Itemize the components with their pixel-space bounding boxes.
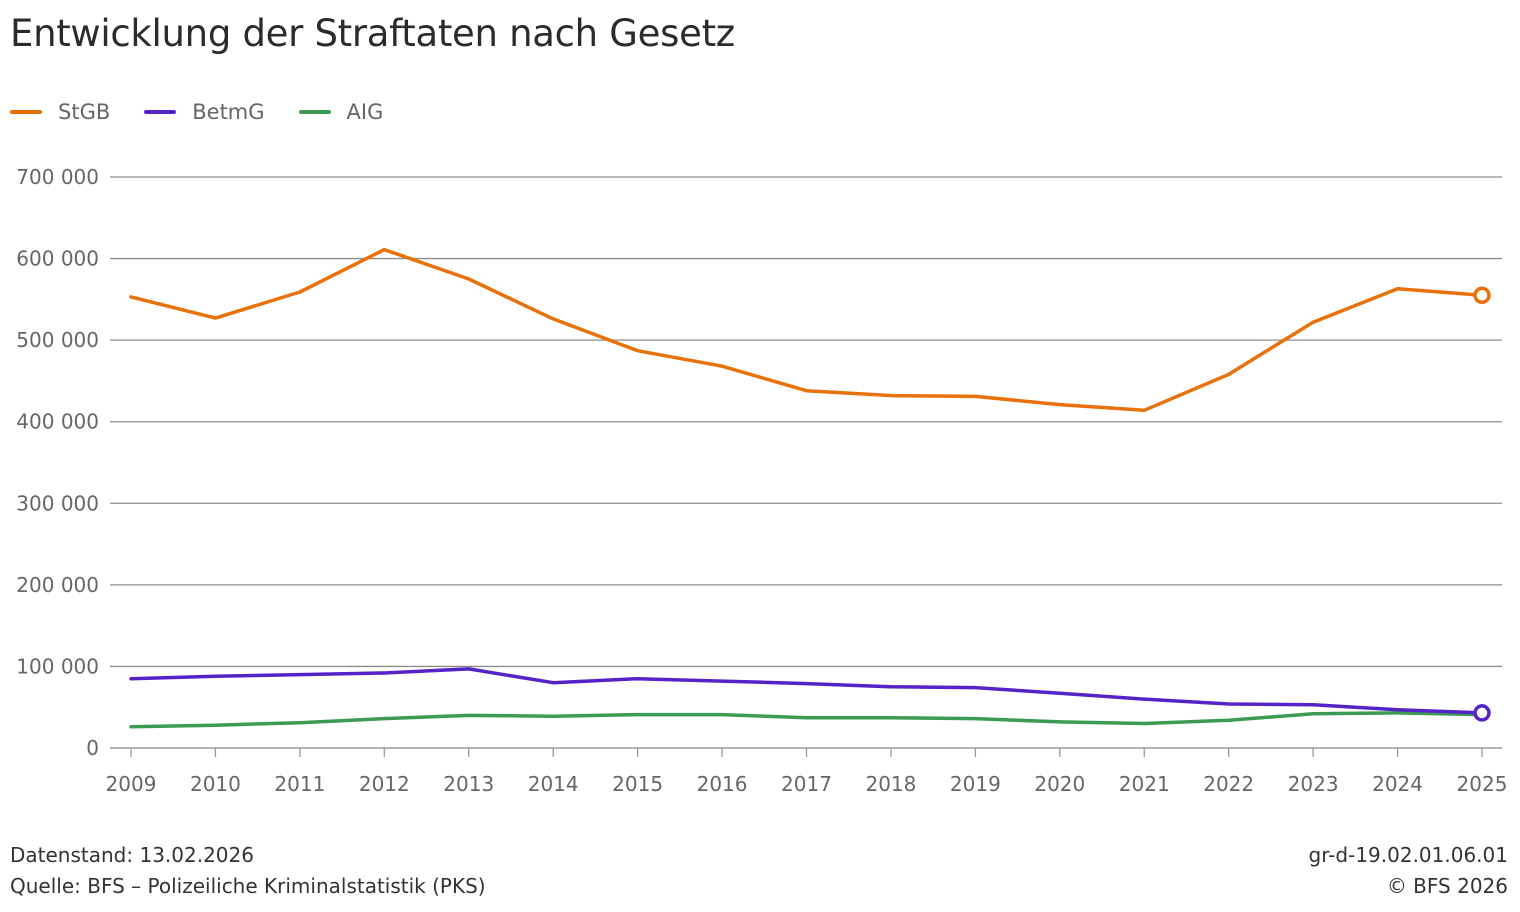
x-tick-label: 2016 xyxy=(697,772,748,796)
y-axis-ticks: 0 100 000 200 000 300 000 400 000 500 000 600 … xyxy=(16,165,99,760)
x-tick-label: 2009 xyxy=(106,772,157,796)
source-note: Quelle: BFS – Polizeiliche Kriminalstati… xyxy=(10,874,486,898)
x-tick-label: 2023 xyxy=(1288,772,1339,796)
y-tick-label: 300 000 xyxy=(16,491,99,515)
x-tick-label: 2020 xyxy=(1034,772,1085,796)
footer-right: gr-d-19.02.01.06.01 © BFS 2026 xyxy=(1309,840,1508,902)
y-tick-label: 700 000 xyxy=(16,165,99,189)
x-tick-label: 2025 xyxy=(1457,772,1508,796)
x-tick-label: 2021 xyxy=(1119,772,1170,796)
series-line-stgb[interactable] xyxy=(129,247,1484,413)
legend: StGB BetmG AIG xyxy=(10,96,383,128)
legend-swatch-betmg xyxy=(144,110,177,114)
x-tick-label: 2017 xyxy=(781,772,832,796)
x-tick-label: 2015 xyxy=(612,772,663,796)
y-tick-label: 0 xyxy=(86,736,99,760)
x-axis-ticks: 2009 2010 2011 2012 2013 2014 2015 2016 2017 2018… xyxy=(106,748,1508,796)
end-marker-betmg[interactable] xyxy=(1473,704,1491,722)
series-line-aig[interactable] xyxy=(129,711,1484,729)
x-tick-label: 2014 xyxy=(528,772,579,796)
series-lines xyxy=(129,247,1491,729)
footer-left: Datenstand: 13.02.2026 Quelle: BFS – Pol… xyxy=(10,840,486,902)
end-marker-stgb[interactable] xyxy=(1473,286,1491,305)
chart-id: gr-d-19.02.01.06.01 xyxy=(1308,843,1508,867)
legend-label-aig: AIG xyxy=(346,100,384,124)
x-tick-label: 2013 xyxy=(443,772,494,796)
gridlines xyxy=(110,176,1502,749)
x-tick-label: 2024 xyxy=(1372,772,1423,796)
x-tick-label: 2010 xyxy=(190,772,241,796)
series-line-betmg[interactable] xyxy=(129,667,1484,715)
legend-item-betmg[interactable]: BetmG xyxy=(144,100,265,124)
legend-item-aig[interactable]: AIG xyxy=(298,100,384,124)
x-tick-label: 2019 xyxy=(950,772,1001,796)
data-status: Datenstand: 13.02.2026 xyxy=(10,843,254,867)
legend-label-betmg: BetmG xyxy=(192,100,265,124)
y-tick-label: 600 000 xyxy=(16,247,99,271)
line-chart: 0 100 000 200 000 300 000 400 000 500 000 600 … xyxy=(16,165,1508,796)
copyright: © BFS 2026 xyxy=(1386,874,1508,898)
y-tick-label: 100 000 xyxy=(16,654,99,678)
x-tick-label: 2011 xyxy=(274,772,325,796)
legend-label-stgb: StGB xyxy=(58,100,111,124)
x-tick-label: 2022 xyxy=(1203,772,1254,796)
y-tick-label: 500 000 xyxy=(16,328,99,352)
chart-title: Entwicklung der Straftaten nach Gesetz xyxy=(10,12,735,55)
x-tick-label: 2012 xyxy=(359,772,410,796)
legend-swatch-aig xyxy=(298,110,331,114)
legend-swatch-stgb xyxy=(10,110,42,114)
y-tick-label: 400 000 xyxy=(16,410,99,434)
x-tick-label: 2018 xyxy=(865,772,916,796)
legend-item-stgb[interactable]: StGB xyxy=(10,100,110,124)
y-tick-label: 200 000 xyxy=(16,573,99,597)
